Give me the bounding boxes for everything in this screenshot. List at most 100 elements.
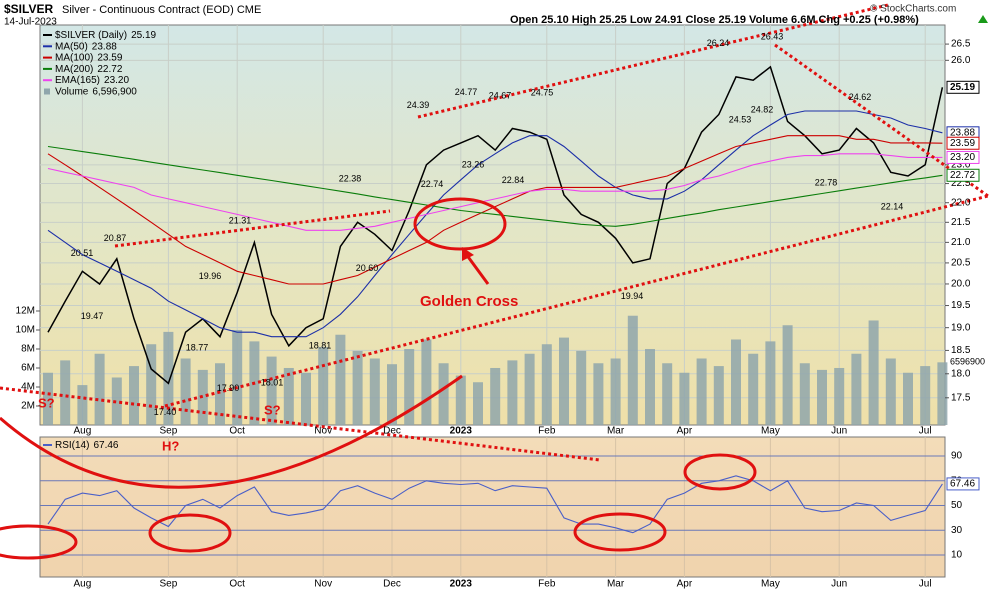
legend-name: MA(50) [55,41,88,52]
annotation: S? [38,395,55,410]
value-tag: 22.72 [950,170,975,181]
series-line [47,475,943,534]
value-tag-box [946,150,980,164]
y2-tick-label: 12M [16,306,35,317]
annotation: H? [162,438,179,453]
volume-bar [318,347,329,425]
x-tick-label: Sep [160,579,178,590]
y2-tick-label: 10M [16,325,35,336]
peak-label: 17.90 [217,383,240,393]
legend-value: 23.88 [92,41,117,52]
volume-bar [817,369,827,425]
peak-label: 19.96 [199,271,222,281]
head-arc [0,374,463,489]
quote: Open 25.10 High 25.25 Low 24.91 Close 25… [510,14,919,26]
peak-label: 18.81 [309,341,332,351]
peak-label: 19.47 [81,311,104,321]
y-tick-label: 30 [951,525,963,536]
volume-bar [455,375,466,425]
volume-bar [593,363,604,425]
legend-name: RSI(14) [55,440,89,451]
peak-label: 22.38 [339,173,362,183]
y-tick-label: 21.0 [951,237,971,248]
x-tick-label: Aug [74,579,92,590]
volume-bar [283,367,294,425]
legend-entry: Volume 6,596,900 [55,86,137,97]
x-tick-label: Apr [677,426,693,437]
volume-bar [765,341,776,425]
value-tag: 6596900 [950,357,985,367]
peak-label: 24.75 [531,88,554,98]
volume-bar [903,372,913,425]
volume-bar [77,385,88,425]
annotation: S? [264,402,281,417]
volume-bar [404,348,415,425]
y-tick-label: 23.0 [951,159,971,170]
x-tick-label: Jul [919,426,932,437]
legend-name: EMA(165) [55,75,100,86]
volume-bar [215,363,225,425]
series-line [47,110,943,338]
y-tick-label: 18.0 [951,368,971,379]
legend-name: MA(200) [55,64,93,75]
volume-bar [885,358,896,425]
volume-bar [576,350,587,425]
legend-entry: MA(50) 23.88 [55,41,117,52]
peak-label: 24.82 [751,104,774,114]
x-tick-label: Jun [831,579,847,590]
trendline [114,209,391,248]
credit: © StockCharts.com [870,4,956,15]
legend-swatch [44,88,50,95]
y-tick-label: 10 [951,550,963,561]
y-tick-label: 20.5 [951,258,971,269]
change-arrow [978,15,988,23]
x-tick-label: Mar [607,426,625,437]
volume-bar [851,353,862,425]
peak-label: 22.84 [502,175,525,185]
volume-bar [180,358,191,425]
x-tick-label: Jul [919,579,932,590]
y-tick-label: 26.5 [951,39,971,50]
legend-entry: EMA(165) 23.20 [55,75,129,86]
value-tag-box [946,168,980,182]
y-tick-label: 22.5 [951,178,971,189]
highlight-ellipse [413,197,507,251]
y-tick-label: 19.5 [951,300,971,311]
legend-value: 23.20 [104,75,129,86]
legend-value: 25.19 [131,30,156,41]
legend-name: Volume [55,86,89,97]
volume-bar [232,329,243,425]
peak-label: 23.26 [462,160,485,170]
y2-tick-label: 2M [21,401,35,412]
legend-name: $SILVER (Daily) [55,30,127,41]
value-tag: 67.46 [950,479,975,490]
x-tick-label: Mar [607,579,625,590]
volume-bar [782,325,793,425]
legend-name: MA(100) [55,52,93,63]
y-tick-label: 21.5 [951,217,971,228]
x-tick-label: 2023 [450,579,473,590]
peak-label: 26.43 [761,32,784,42]
value-tag: 23.88 [950,127,975,138]
peak-label: 22.74 [421,179,444,189]
x-tick-label: Nov [314,579,332,590]
peak-label: 22.14 [881,202,904,212]
volume-bar [352,350,363,425]
x-tick-label: Feb [538,579,556,590]
x-tick-label: Apr [677,579,693,590]
legend-value: 6,596,900 [92,86,137,97]
x-tick-label: Oct [229,579,245,590]
peak-label: 21.31 [229,215,252,225]
trendline [0,386,601,462]
peak-label: 20.51 [71,248,94,258]
peak-label: 26.24 [707,38,730,48]
annotations: Golden Cross H? S? S? [0,3,989,560]
x-tick-label: Oct [229,426,245,437]
price-panel [39,24,946,426]
peak-label: 24.39 [407,100,430,110]
x-tick-label: May [761,426,780,437]
value-tag-box [946,136,980,150]
volume-bar [43,372,53,425]
highlight-ellipse [0,524,78,560]
